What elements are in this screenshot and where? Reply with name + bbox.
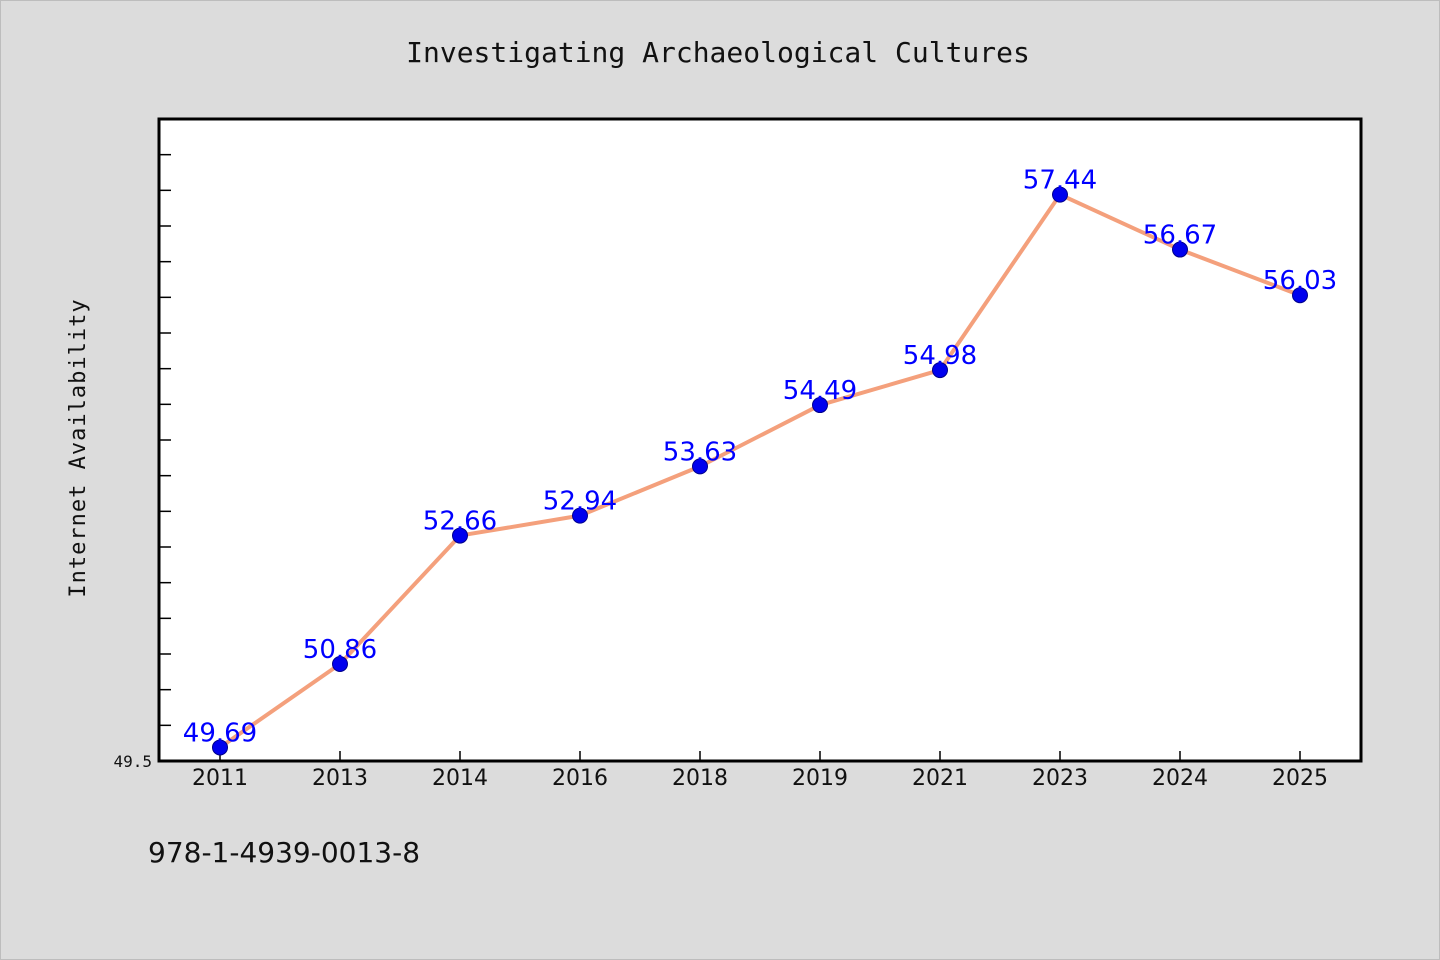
y-axis-label: Internet Availability (66, 298, 91, 597)
x-tick-label: 2011 (192, 766, 248, 791)
x-ticks: 2011 2013 2014 2016 2018 2019 2021 2023 2024 2025 (192, 751, 1328, 791)
data-point (932, 362, 948, 379)
x-tick-label: 2025 (1272, 766, 1328, 791)
chart-title: Investigating Archaeological Cultures (406, 36, 1030, 69)
data-point (1052, 186, 1068, 203)
data-points (212, 186, 1308, 756)
data-label: 52.94 (543, 487, 617, 517)
x-tick-label: 2024 (1152, 766, 1208, 791)
y-tick-label: 49.5 (113, 752, 152, 771)
x-tick-label: 2023 (1032, 766, 1088, 791)
data-point (692, 458, 708, 475)
data-point (452, 527, 468, 544)
x-tick-label: 2019 (792, 766, 848, 791)
plot-area (157, 117, 1363, 763)
x-tick-label: 2014 (432, 766, 488, 791)
data-labels: 49.69 50.86 52.66 52.94 53.63 54.49 54.98 57.44… (183, 166, 1337, 749)
data-point (812, 397, 828, 414)
data-point (1172, 241, 1188, 258)
data-label: 57.44 (1023, 166, 1097, 196)
data-label: 50.86 (303, 635, 377, 665)
x-tick-label: 2018 (672, 766, 728, 791)
y-ticks (159, 118, 171, 762)
x-tick-label: 2016 (552, 766, 608, 791)
x-tick-label: 2021 (912, 766, 968, 791)
data-label: 53.63 (663, 437, 737, 467)
data-label: 54.98 (903, 341, 977, 371)
data-label: 52.66 (423, 507, 497, 537)
series-line (218, 192, 1301, 750)
data-point (572, 507, 588, 524)
data-label: 49.69 (183, 718, 257, 748)
data-point (332, 655, 348, 672)
data-label: 56.67 (1143, 221, 1217, 251)
isbn-note: 978-1-4939-0013-8 (148, 836, 420, 869)
data-label: 56.03 (1263, 266, 1337, 296)
data-point (212, 739, 228, 756)
data-label: 54.49 (783, 376, 857, 406)
x-tick-label: 2013 (312, 766, 368, 791)
data-point (1292, 287, 1308, 304)
